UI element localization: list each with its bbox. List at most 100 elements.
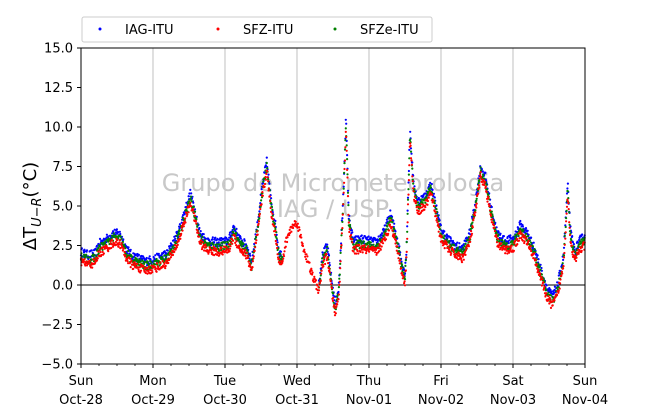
- data-point: [464, 249, 467, 252]
- data-point: [174, 237, 177, 240]
- data-point: [543, 285, 546, 288]
- data-point: [225, 244, 228, 247]
- data-point: [444, 239, 447, 242]
- data-point: [570, 244, 573, 247]
- data-point: [455, 256, 458, 259]
- data-point: [149, 259, 152, 263]
- data-point: [535, 263, 538, 266]
- data-point: [263, 185, 266, 188]
- data-point: [552, 291, 556, 294]
- data-point: [129, 266, 132, 269]
- data-point: [190, 205, 193, 208]
- data-point: [424, 201, 427, 204]
- data-point: [147, 265, 150, 268]
- data-point: [393, 227, 396, 231]
- data-point: [122, 247, 125, 250]
- data-point: [441, 239, 444, 243]
- data-point: [329, 273, 332, 276]
- data-point: [187, 211, 190, 214]
- data-point: [393, 222, 396, 225]
- data-point: [241, 248, 244, 251]
- data-point: [562, 246, 566, 249]
- data-point: [367, 235, 370, 238]
- data-point: [93, 254, 96, 257]
- data-point: [477, 182, 480, 185]
- data-point: [519, 219, 522, 223]
- data-point: [239, 243, 242, 246]
- data-point: [317, 289, 321, 292]
- data-point: [545, 284, 548, 287]
- data-point: [100, 241, 103, 245]
- data-point: [95, 259, 99, 262]
- data-point: [340, 234, 343, 237]
- data-point: [566, 200, 570, 203]
- data-point: [342, 185, 345, 188]
- data-point: [265, 161, 268, 165]
- data-point: [213, 241, 216, 244]
- data-point: [325, 249, 328, 252]
- data-point: [394, 242, 397, 245]
- data-point: [348, 219, 351, 222]
- data-point: [226, 241, 229, 244]
- data-point: [162, 265, 165, 268]
- data-point: [345, 122, 348, 125]
- grid-lines: [152, 48, 514, 364]
- data-point: [471, 226, 474, 229]
- data-point: [326, 256, 329, 259]
- data-point: [120, 237, 123, 240]
- data-point: [460, 250, 464, 253]
- data-point: [493, 229, 496, 233]
- data-point: [332, 296, 335, 299]
- data-point: [497, 246, 500, 249]
- data-point: [334, 312, 337, 315]
- data-point: [546, 299, 550, 302]
- data-point: [139, 260, 142, 263]
- data-point: [340, 232, 343, 235]
- data-point: [213, 246, 216, 250]
- data-point: [257, 222, 260, 225]
- data-point: [407, 179, 410, 182]
- data-point: [90, 258, 93, 261]
- data-point: [85, 253, 88, 256]
- data-point: [145, 256, 148, 260]
- data-point: [580, 249, 583, 252]
- data-point: [325, 252, 328, 256]
- data-point: [367, 238, 370, 241]
- data-point: [246, 254, 249, 257]
- data-point: [432, 199, 435, 202]
- data-point: [112, 232, 115, 235]
- data-point: [330, 283, 333, 286]
- data-point: [157, 252, 160, 255]
- data-point: [384, 238, 388, 241]
- data-point: [453, 253, 456, 256]
- data-point: [224, 241, 227, 244]
- data-point: [197, 232, 200, 235]
- data-point: [397, 252, 401, 255]
- data-point: [343, 181, 346, 184]
- data-point: [431, 193, 434, 196]
- data-point: [359, 250, 362, 253]
- y-tick-label: −2.5: [41, 318, 73, 333]
- data-point: [325, 259, 328, 262]
- data-point: [469, 240, 472, 243]
- data-point: [209, 249, 213, 252]
- data-point: [559, 272, 562, 275]
- data-point: [508, 239, 511, 242]
- watermark-line-1: Grupo de Micrometeorologia: [162, 169, 504, 197]
- data-point: [391, 229, 394, 232]
- data-point: [260, 203, 263, 206]
- data-point: [481, 175, 484, 178]
- data-point: [245, 244, 248, 247]
- data-point: [406, 237, 409, 240]
- data-point: [155, 270, 158, 273]
- data-point: [473, 214, 477, 217]
- data-point: [413, 195, 416, 198]
- data-point: [432, 204, 435, 208]
- data-point: [350, 229, 353, 232]
- data-point: [118, 239, 121, 242]
- data-point: [367, 245, 370, 248]
- data-point: [171, 253, 175, 257]
- data-point: [144, 271, 147, 275]
- data-point: [510, 244, 513, 247]
- data-point: [131, 263, 134, 266]
